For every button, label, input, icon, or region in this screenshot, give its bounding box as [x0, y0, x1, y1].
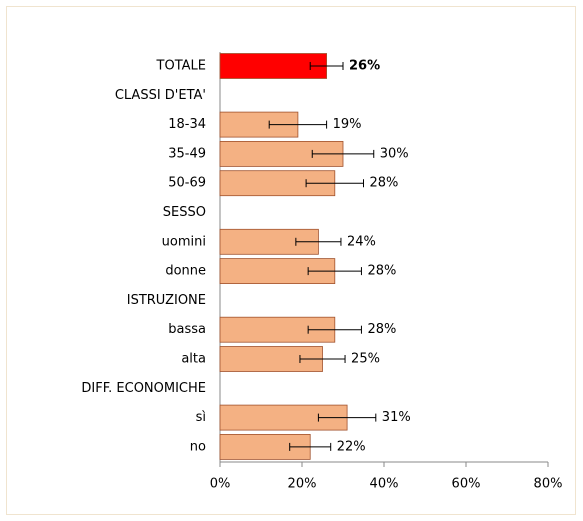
value-label: 28% — [370, 176, 399, 191]
category-label: 35-49 — [168, 146, 206, 161]
category-label: DIFF. ECONOMICHE — [81, 381, 206, 396]
value-label: 25% — [351, 352, 380, 367]
x-tick-label: 20% — [288, 477, 317, 492]
category-label: CLASSI D'ETA' — [115, 88, 206, 103]
x-tick-label: 0% — [210, 477, 231, 492]
category-label: bassa — [168, 322, 206, 337]
category-label: 50-69 — [168, 176, 206, 191]
value-label: 24% — [347, 234, 376, 249]
value-label: 28% — [367, 322, 396, 337]
value-label: 31% — [382, 410, 411, 425]
x-tick-label: 80% — [534, 477, 563, 492]
category-label: SESSO — [163, 205, 206, 220]
category-label: no — [190, 439, 206, 454]
value-label: 22% — [337, 439, 366, 454]
category-label: uomini — [162, 234, 206, 249]
value-label: 28% — [367, 264, 396, 279]
category-label: TOTALE — [156, 59, 206, 74]
bar — [219, 53, 327, 79]
category-label: sì — [196, 410, 206, 425]
value-label: 26% — [349, 59, 380, 74]
category-label: 18-34 — [168, 117, 206, 132]
category-label: ISTRUZIONE — [127, 293, 206, 308]
category-label: donne — [165, 264, 206, 279]
category-label: alta — [181, 352, 206, 367]
x-tick-label: 40% — [370, 477, 399, 492]
x-tick-label: 60% — [452, 477, 481, 492]
value-label: 19% — [333, 117, 362, 132]
value-label: 30% — [380, 146, 409, 161]
